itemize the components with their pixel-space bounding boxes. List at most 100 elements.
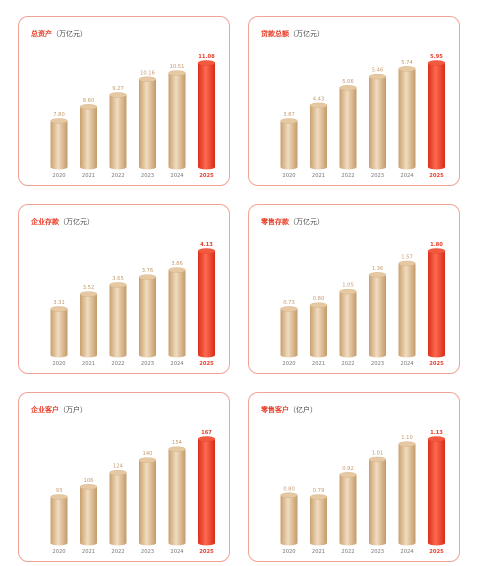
- bar-top: [197, 60, 216, 66]
- x-tick-label: 2025: [199, 173, 214, 179]
- bar-top: [79, 484, 98, 490]
- x-tick-label: 2024: [170, 549, 184, 555]
- bar-base: [369, 352, 386, 358]
- bar-base: [280, 352, 298, 358]
- chart-title: 企业存款（万亿元）: [31, 217, 94, 227]
- bar-base: [109, 164, 127, 170]
- bar-top: [309, 302, 328, 308]
- value-label: 0.80: [313, 296, 325, 302]
- bar-base: [310, 352, 327, 358]
- bar: [50, 306, 68, 358]
- value-label: 5.06: [342, 79, 354, 85]
- bar-top: [168, 70, 186, 76]
- bar-body: [398, 68, 416, 167]
- x-tick-label: 2021: [82, 549, 95, 555]
- x-tick-label: 2023: [371, 549, 384, 555]
- bar: [427, 248, 446, 358]
- bar-body: [198, 251, 215, 355]
- bar-body: [310, 497, 327, 543]
- bar-base: [168, 540, 186, 546]
- bar-base: [339, 540, 357, 546]
- value-label: 167: [201, 430, 212, 436]
- x-tick-label: 2025: [199, 361, 214, 367]
- chart-title-unit: （亿户）: [289, 406, 317, 414]
- value-label: 5.46: [372, 68, 384, 74]
- card-retail-deposits: 零售存款（万亿元） 0.73 2020 0.80 2021 1.05 2022 1.36 20…: [248, 204, 460, 374]
- bar-body: [50, 497, 68, 543]
- x-tick-label: 2023: [141, 173, 154, 179]
- bar: [50, 494, 68, 546]
- chart-title-unit: （万亿元）: [59, 218, 94, 226]
- value-label: 5.95: [430, 54, 443, 60]
- x-tick-label: 2022: [341, 173, 354, 179]
- bar-top: [197, 248, 216, 254]
- bar: [197, 60, 216, 170]
- bar-body: [198, 63, 215, 167]
- bar-top: [339, 85, 357, 91]
- bar-top: [138, 457, 157, 463]
- card-retail-customers: 零售客户（亿户） 0.80 2020 0.79 2021 0.92 2022 1.01 202…: [248, 392, 460, 562]
- bar: [109, 282, 127, 358]
- bar-top: [109, 282, 127, 288]
- bar-body: [139, 79, 156, 167]
- bar-body: [428, 251, 445, 355]
- value-label: 106: [84, 478, 94, 484]
- bar-base: [139, 352, 156, 358]
- value-label: 3.87: [283, 112, 295, 118]
- bar-body: [369, 459, 386, 543]
- bar: [339, 472, 357, 546]
- bar-body: [168, 270, 186, 355]
- x-tick-label: 2023: [141, 549, 154, 555]
- card-total-assets: 总资产（万亿元） 7.80 2020 8.60 2021 9.27 2022 10.16 20…: [18, 16, 230, 186]
- bar-base: [280, 540, 298, 546]
- bar: [398, 260, 416, 358]
- bar: [109, 470, 127, 546]
- bar: [138, 76, 157, 170]
- bar-top: [50, 494, 68, 500]
- bar-top: [280, 306, 298, 312]
- bar-body: [398, 444, 416, 543]
- bar-body: [198, 439, 215, 543]
- bar: [138, 274, 157, 358]
- chart-title-main: 企业存款: [31, 218, 59, 226]
- card-corporate-deposits: 企业存款（万亿元） 3.31 2020 3.52 2021 3.65 2022 3.76 20…: [18, 204, 230, 374]
- chart-title: 零售客户（亿户）: [261, 405, 317, 415]
- bar: [339, 85, 357, 170]
- bar-base: [80, 352, 97, 358]
- bar-top: [50, 118, 68, 124]
- bar: [197, 436, 216, 546]
- value-label: 7.80: [53, 112, 65, 118]
- bar: [280, 118, 298, 170]
- bar-base: [428, 352, 445, 358]
- value-label: 10.16: [140, 70, 155, 76]
- bar-base: [139, 540, 156, 546]
- bar-base: [339, 352, 357, 358]
- bar-base: [398, 540, 416, 546]
- bar-body: [109, 472, 127, 543]
- chart-title-main: 零售客户: [261, 406, 289, 414]
- bar-body: [339, 291, 357, 355]
- bar: [109, 92, 127, 170]
- value-label: 0.73: [283, 300, 295, 306]
- chart-title: 零售存款（万亿元）: [261, 217, 324, 227]
- bar-body: [339, 474, 357, 543]
- bar-base: [339, 164, 357, 170]
- value-label: 3.76: [142, 268, 154, 274]
- bar-top: [138, 76, 157, 82]
- x-tick-label: 2020: [52, 173, 65, 179]
- value-label: 10.51: [170, 64, 185, 70]
- chart-title-main: 贷款总额: [261, 30, 289, 38]
- bar-top: [197, 436, 216, 442]
- value-label: 1.36: [372, 266, 384, 272]
- bar-body: [428, 439, 445, 543]
- x-tick-label: 2022: [341, 549, 354, 555]
- chart-title-unit: （万亿元）: [289, 30, 324, 38]
- bar-base: [139, 164, 156, 170]
- bar: [398, 66, 416, 170]
- bar: [309, 102, 328, 170]
- x-tick-label: 2022: [341, 361, 354, 367]
- chart-title-main: 零售存款: [261, 218, 289, 226]
- value-label: 0.79: [313, 488, 325, 494]
- value-label: 3.52: [83, 285, 95, 291]
- bar-top: [50, 306, 68, 312]
